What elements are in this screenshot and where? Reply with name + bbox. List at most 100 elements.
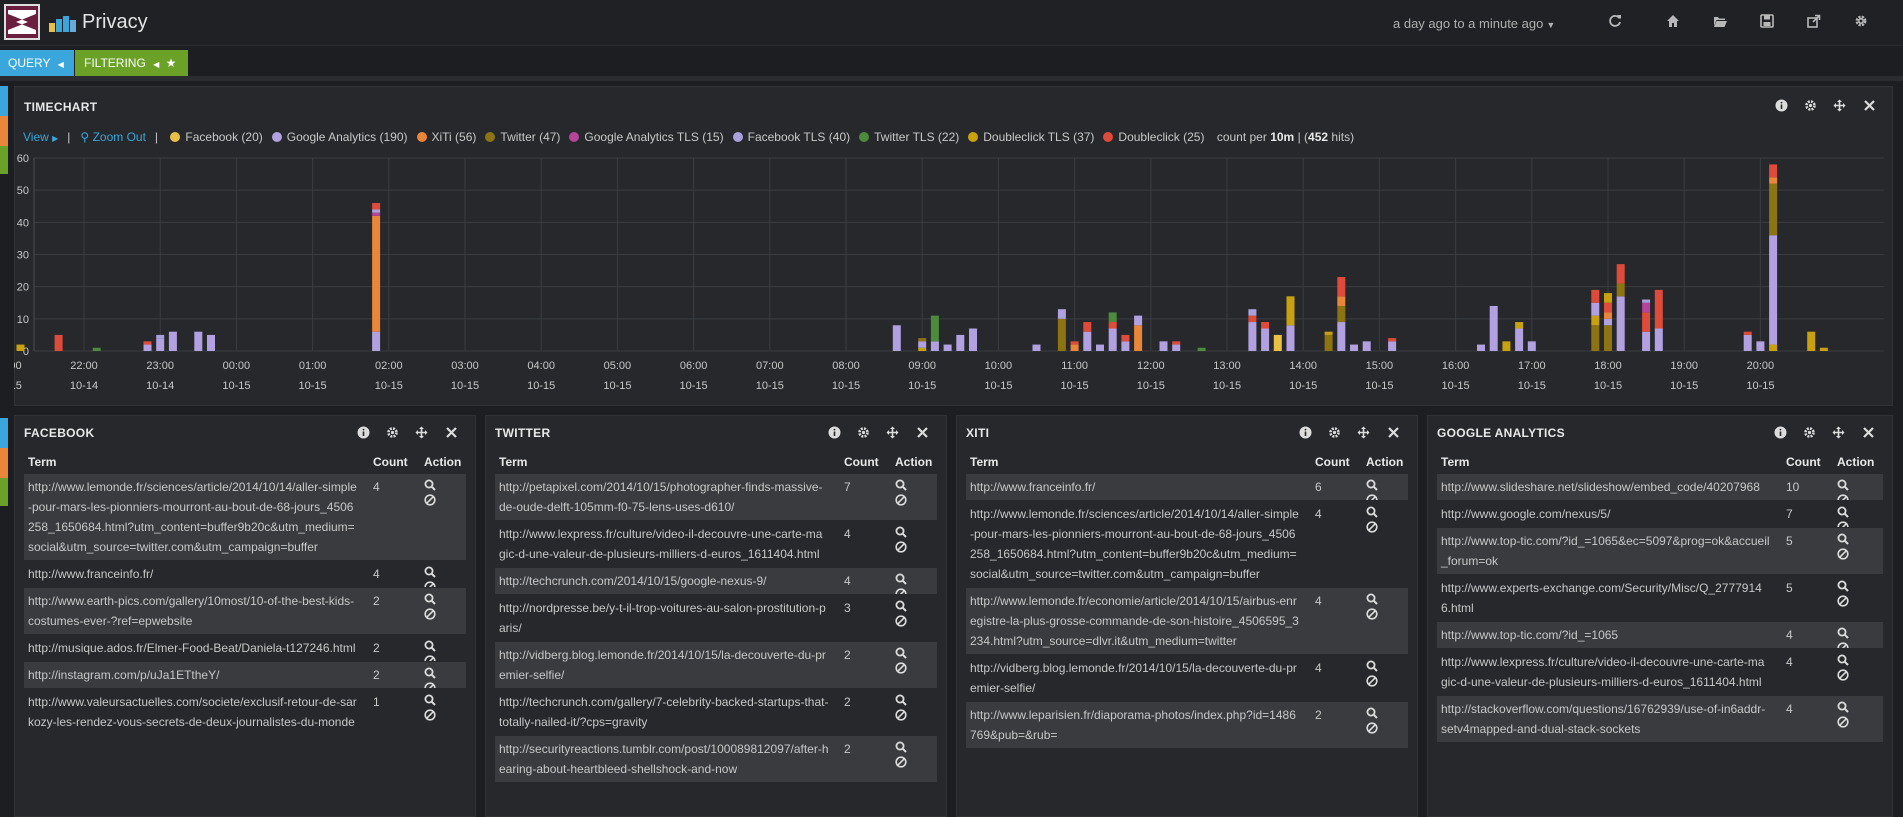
ban-icon[interactable] xyxy=(895,662,913,677)
search-icon[interactable] xyxy=(1366,506,1384,521)
term-cell[interactable]: http://www.top-tic.com/?id_=1065 xyxy=(1441,628,1619,642)
term-column-header[interactable]: Term xyxy=(28,455,57,469)
search-icon[interactable] xyxy=(1837,580,1855,595)
term-cell[interactable]: http://www.top-tic.com/?id_=1065&ec=5097… xyxy=(1441,534,1770,568)
gear-icon[interactable] xyxy=(1803,426,1817,440)
term-cell[interactable]: http://www.lemonde.fr/sciences/article/2… xyxy=(28,480,357,554)
info-icon[interactable] xyxy=(828,426,842,440)
term-cell[interactable]: http://www.franceinfo.fr/ xyxy=(28,567,154,581)
ban-icon[interactable] xyxy=(895,756,913,771)
search-icon[interactable] xyxy=(895,600,913,615)
term-cell[interactable]: http://www.lemonde.fr/economie/article/2… xyxy=(970,594,1299,648)
ban-icon[interactable] xyxy=(895,494,913,509)
search-icon[interactable] xyxy=(895,479,913,494)
ban-icon[interactable] xyxy=(1366,521,1384,536)
view-menu[interactable]: View ▶ xyxy=(23,130,59,144)
close-icon[interactable] xyxy=(1862,426,1876,440)
legend-item[interactable]: Twitter (47) xyxy=(485,130,560,144)
ban-icon[interactable] xyxy=(424,494,442,509)
search-icon[interactable] xyxy=(895,694,913,709)
term-column-header[interactable]: Term xyxy=(970,455,999,469)
ban-icon[interactable] xyxy=(424,709,442,724)
search-icon[interactable] xyxy=(1366,479,1384,494)
search-icon[interactable] xyxy=(424,566,442,581)
term-cell[interactable]: http://techcrunch.com/gallery/7-celebrit… xyxy=(499,695,829,729)
close-icon[interactable] xyxy=(916,426,930,440)
timespan-picker[interactable]: a day ago to a minute ago ▼ xyxy=(1393,16,1555,31)
term-cell[interactable]: http://www.franceinfo.fr/ xyxy=(970,480,1096,494)
save-icon[interactable] xyxy=(1760,14,1778,32)
query-pill[interactable]: QUERY ◀ xyxy=(0,50,74,76)
search-icon[interactable] xyxy=(895,647,913,662)
term-cell[interactable]: http://vidberg.blog.lemonde.fr/2014/10/1… xyxy=(970,661,1297,695)
search-icon[interactable] xyxy=(1837,654,1855,669)
count-column-header[interactable]: Count xyxy=(1315,455,1350,469)
ban-icon[interactable] xyxy=(1837,716,1855,731)
folder-open-icon[interactable] xyxy=(1713,14,1731,32)
term-cell[interactable]: http://www.valeursactuelles.com/societe/… xyxy=(28,695,357,729)
term-column-header[interactable]: Term xyxy=(1441,455,1470,469)
search-icon[interactable] xyxy=(1837,627,1855,642)
search-icon[interactable] xyxy=(424,479,442,494)
count-column-header[interactable]: Count xyxy=(844,455,879,469)
legend-item[interactable]: Google Analytics (190) xyxy=(271,130,408,144)
term-cell[interactable]: http://petapixel.com/2014/10/15/photogra… xyxy=(499,480,823,514)
info-icon[interactable] xyxy=(357,426,371,440)
settings-icon[interactable] xyxy=(1854,14,1872,32)
term-cell[interactable]: http://nordpresse.be/y-t-il-trop-voiture… xyxy=(499,601,826,635)
search-icon[interactable] xyxy=(1366,660,1384,675)
search-icon[interactable] xyxy=(895,573,913,588)
info-icon[interactable] xyxy=(1775,99,1789,113)
ban-icon[interactable] xyxy=(1366,608,1384,623)
search-icon[interactable] xyxy=(1366,593,1384,608)
ban-icon[interactable] xyxy=(1837,595,1855,610)
timechart-chart[interactable]: 0 10 20 30 40 50 60 22:00 10-14 23:00 10-14 00:00 10… xyxy=(14,150,1893,402)
move-icon[interactable] xyxy=(415,426,429,440)
search-icon[interactable] xyxy=(1837,506,1855,521)
legend-item[interactable]: XiTi (56) xyxy=(416,130,476,144)
ban-icon[interactable] xyxy=(895,709,913,724)
term-cell[interactable]: http://techcrunch.com/2014/10/15/google-… xyxy=(499,574,767,588)
search-icon[interactable] xyxy=(1837,533,1855,548)
search-icon[interactable] xyxy=(424,667,442,682)
term-cell[interactable]: http://www.lexpress.fr/culture/video-il-… xyxy=(1441,655,1765,689)
count-column-header[interactable]: Count xyxy=(1786,455,1821,469)
search-icon[interactable] xyxy=(424,640,442,655)
ban-icon[interactable] xyxy=(1366,675,1384,690)
search-icon[interactable] xyxy=(1366,707,1384,722)
gear-icon[interactable] xyxy=(1328,426,1342,440)
move-icon[interactable] xyxy=(1357,426,1371,440)
search-icon[interactable] xyxy=(424,593,442,608)
term-cell[interactable]: http://www.leparisien.fr/diaporama-photo… xyxy=(970,708,1296,742)
move-icon[interactable] xyxy=(1832,426,1846,440)
info-icon[interactable] xyxy=(1299,426,1313,440)
term-cell[interactable]: http://musique.ados.fr/Elmer-Food-Beat/D… xyxy=(28,641,356,655)
term-cell[interactable]: http://instagram.com/p/uJa1ETtheY/ xyxy=(28,668,220,682)
ban-icon[interactable] xyxy=(1366,722,1384,737)
move-icon[interactable] xyxy=(1833,99,1847,113)
search-icon[interactable] xyxy=(1837,701,1855,716)
close-icon[interactable] xyxy=(1863,99,1877,113)
legend-item[interactable]: Doubleclick (25) xyxy=(1103,130,1204,144)
search-icon[interactable] xyxy=(1837,479,1855,494)
term-cell[interactable]: http://vidberg.blog.lemonde.fr/2014/10/1… xyxy=(499,648,826,682)
ban-icon[interactable] xyxy=(895,615,913,630)
ban-icon[interactable] xyxy=(1837,548,1855,563)
share-icon[interactable] xyxy=(1807,14,1825,32)
close-icon[interactable] xyxy=(445,426,459,440)
legend-item[interactable]: Doubleclick TLS (37) xyxy=(968,130,1094,144)
ban-icon[interactable] xyxy=(895,541,913,556)
term-cell[interactable]: http://www.experts-exchange.com/Security… xyxy=(1441,581,1762,615)
term-cell[interactable]: http://www.google.com/nexus/5/ xyxy=(1441,507,1611,521)
term-column-header[interactable]: Term xyxy=(499,455,528,469)
filtering-pill[interactable]: FILTERING ◀ ★ xyxy=(75,50,188,76)
search-icon[interactable] xyxy=(895,741,913,756)
app-logo[interactable] xyxy=(4,4,40,40)
move-icon[interactable] xyxy=(886,426,900,440)
close-icon[interactable] xyxy=(1387,426,1401,440)
info-icon[interactable] xyxy=(1774,426,1788,440)
gear-icon[interactable] xyxy=(857,426,871,440)
gear-icon[interactable] xyxy=(1804,99,1818,113)
legend-item[interactable]: Facebook TLS (40) xyxy=(732,130,850,144)
term-cell[interactable]: http://securityreactions.tumblr.com/post… xyxy=(499,742,829,776)
